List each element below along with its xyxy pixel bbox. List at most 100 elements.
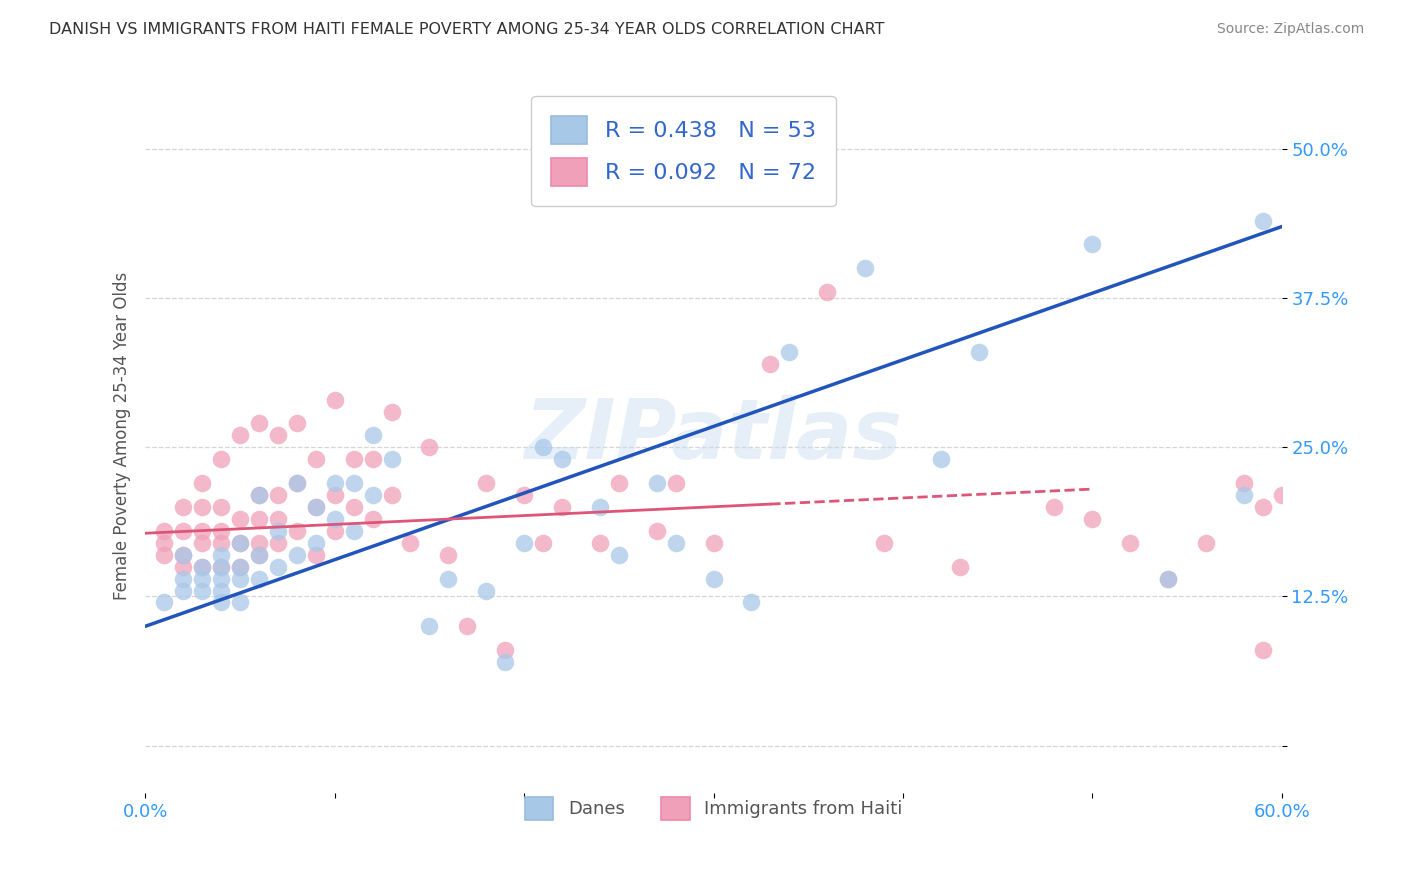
Point [191,500,214,514]
Point [305,452,328,467]
Point [285,548,308,562]
Point [418,619,440,633]
Point [380,488,402,502]
Point [1081,512,1104,526]
Point [172,548,194,562]
Point [589,535,612,549]
Point [531,440,554,454]
Point [1233,488,1256,502]
Point [1195,535,1218,549]
Point [343,524,366,538]
Point [305,548,328,562]
Point [172,524,194,538]
Point [1251,213,1274,227]
Point [267,488,290,502]
Point [305,535,328,549]
Point [323,488,346,502]
Point [323,392,346,407]
Point [475,583,498,598]
Point [267,535,290,549]
Point [229,595,252,609]
Point [323,524,346,538]
Point [229,535,252,549]
Point [665,476,688,491]
Point [418,440,440,454]
Point [209,524,232,538]
Legend: Danes, Immigrants from Haiti: Danes, Immigrants from Haiti [510,782,917,834]
Point [607,548,630,562]
Point [247,535,270,549]
Point [589,500,612,514]
Point [1271,488,1294,502]
Point [361,512,384,526]
Point [209,500,232,514]
Point [494,655,516,669]
Point [1251,500,1274,514]
Point [323,476,346,491]
Point [191,535,214,549]
Point [267,559,290,574]
Point [285,524,308,538]
Point [380,404,402,418]
Point [209,583,232,598]
Point [1251,643,1274,657]
Point [873,535,896,549]
Point [191,524,214,538]
Point [513,535,536,549]
Point [551,500,574,514]
Point [531,535,554,549]
Point [513,488,536,502]
Text: Source: ZipAtlas.com: Source: ZipAtlas.com [1216,22,1364,37]
Point [153,548,176,562]
Point [929,452,952,467]
Point [209,559,232,574]
Point [380,452,402,467]
Point [172,572,194,586]
Point [702,572,724,586]
Point [456,619,478,633]
Point [229,572,252,586]
Point [172,548,194,562]
Point [778,344,800,359]
Point [399,535,422,549]
Point [247,488,270,502]
Point [247,417,270,431]
Point [267,524,290,538]
Point [247,488,270,502]
Point [172,583,194,598]
Point [229,512,252,526]
Point [475,476,498,491]
Point [361,488,384,502]
Point [645,524,668,538]
Point [247,548,270,562]
Point [153,535,176,549]
Point [343,500,366,514]
Point [494,643,516,657]
Point [267,428,290,442]
Point [229,535,252,549]
Point [247,572,270,586]
Point [191,559,214,574]
Point [153,595,176,609]
Point [191,476,214,491]
Point [1081,237,1104,252]
Point [191,572,214,586]
Text: ZIPatlas: ZIPatlas [524,395,903,476]
Point [247,512,270,526]
Point [361,428,384,442]
Point [645,476,668,491]
Text: DANISH VS IMMIGRANTS FROM HAITI FEMALE POVERTY AMONG 25-34 YEAR OLDS CORRELATION: DANISH VS IMMIGRANTS FROM HAITI FEMALE P… [49,22,884,37]
Point [1043,500,1066,514]
Point [1157,572,1180,586]
Point [191,559,214,574]
Point [172,500,194,514]
Point [153,524,176,538]
Point [967,344,990,359]
Y-axis label: Female Poverty Among 25-34 Year Olds: Female Poverty Among 25-34 Year Olds [114,271,131,599]
Point [209,559,232,574]
Point [229,428,252,442]
Point [607,476,630,491]
Point [267,512,290,526]
Point [551,452,574,467]
Point [285,476,308,491]
